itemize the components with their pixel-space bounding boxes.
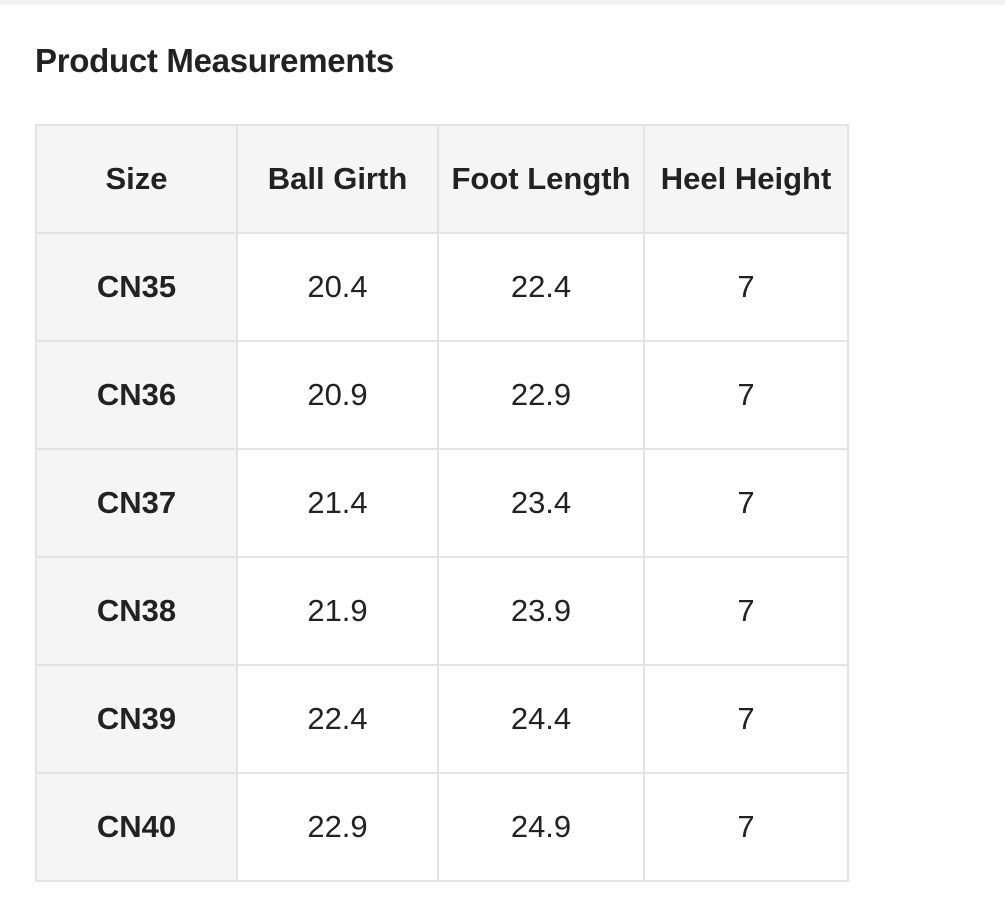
value-cell: 24.9 [437,772,645,882]
value-cell: 7 [643,664,849,774]
size-cell: CN37 [35,448,238,558]
table-row: CN37 21.4 23.4 7 [35,448,849,558]
size-cell: CN38 [35,556,238,666]
value-cell: 21.9 [236,556,439,666]
size-cell: CN39 [35,664,238,774]
table-row: CN36 20.9 22.9 7 [35,340,849,450]
value-cell: 23.4 [437,448,645,558]
table-row: CN40 22.9 24.9 7 [35,772,849,882]
column-header: Heel Height [643,124,849,234]
value-cell: 24.4 [437,664,645,774]
value-cell: 20.4 [236,232,439,342]
size-cell: CN35 [35,232,238,342]
value-cell: 22.9 [437,340,645,450]
measurements-table: Size Ball Girth Foot Length Heel Height CN3… [35,124,849,882]
column-header: Foot Length [437,124,645,234]
value-cell: 22.4 [236,664,439,774]
value-cell: 23.9 [437,556,645,666]
value-cell: 22.4 [437,232,645,342]
value-cell: 20.9 [236,340,439,450]
size-cell: CN36 [35,340,238,450]
top-divider [0,0,1005,5]
section-title: Product Measurements [35,42,394,79]
value-cell: 22.9 [236,772,439,882]
value-cell: 7 [643,340,849,450]
column-header: Size [35,124,238,234]
table-row: CN39 22.4 24.4 7 [35,664,849,774]
table-row: CN38 21.9 23.9 7 [35,556,849,666]
size-cell: CN40 [35,772,238,882]
value-cell: 7 [643,556,849,666]
table-row: CN35 20.4 22.4 7 [35,232,849,342]
table-header-row: Size Ball Girth Foot Length Heel Height [35,124,849,234]
value-cell: 7 [643,232,849,342]
value-cell: 21.4 [236,448,439,558]
value-cell: 7 [643,448,849,558]
value-cell: 7 [643,772,849,882]
column-header: Ball Girth [236,124,439,234]
